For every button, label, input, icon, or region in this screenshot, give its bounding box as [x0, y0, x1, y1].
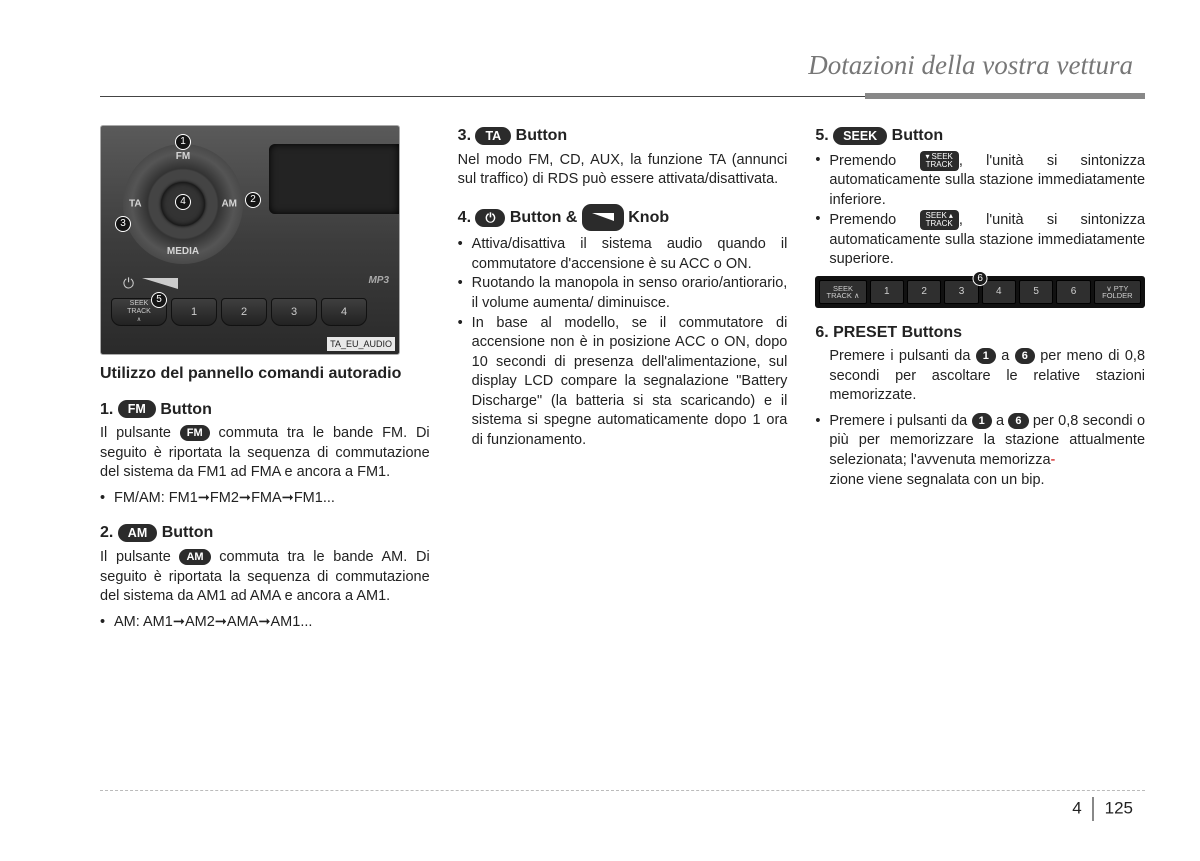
dpad-am: AM: [221, 197, 237, 211]
s4-heading: 4. ⏻ Button & Knob: [458, 204, 788, 232]
column-3: 5. SEEK Button Premendo ▾SEEKTRACK, l'un…: [815, 125, 1145, 638]
dpad-ta: TA: [129, 197, 142, 211]
dpad-media: MEDIA: [167, 245, 199, 259]
preset-4: 4: [321, 298, 367, 326]
power-row: ⏻: [123, 274, 178, 293]
strip-pty: ∨ PTYFOLDER: [1094, 280, 1141, 304]
s2-text: Il pulsante AM commuta tra le bande AM. …: [100, 548, 430, 607]
section-header: Dotazioni della vostra vettura: [100, 50, 1145, 93]
s1-li: FM/AM: FM1➞FM2➞FMA➞FM1...: [100, 489, 430, 509]
radio-display: [269, 144, 399, 214]
s4-li3: In base al modello, se il commutatore di…: [458, 314, 788, 451]
am-pill-inline: AM: [179, 549, 210, 565]
seek-up-icon: SEEK▴TRACK: [920, 210, 959, 230]
callout-3: 3: [115, 216, 131, 232]
s5-heading: 5. SEEK Button: [815, 125, 1145, 147]
pill-1: 1: [976, 348, 996, 364]
s4-li2: Ruotando la manopola in senso orario/ant…: [458, 274, 788, 313]
preset-2: 2: [221, 298, 267, 326]
callout-5: 5: [151, 292, 167, 308]
s4-li1: Attiva/disattiva il sistema audio quando…: [458, 235, 788, 274]
s6-text: Premere i pulsanti da 1 a 6 per meno di …: [815, 347, 1145, 406]
power-pill: ⏻: [475, 209, 505, 227]
s6-li1: Premere i pulsanti da 1 a 6 per 0,8 seco…: [815, 412, 1145, 490]
callout-6: 6: [973, 271, 988, 286]
pill-6b: 6: [1008, 413, 1028, 429]
s3-heading: 3. TA Button: [458, 125, 788, 147]
fm-pill-inline: FM: [180, 425, 210, 441]
volume-pill: [582, 204, 624, 232]
am-pill: AM: [118, 524, 157, 542]
s6-heading: 6. PRESET Buttons: [815, 322, 1145, 344]
strip-5: 5: [1019, 280, 1053, 304]
callout-4: 4: [175, 194, 191, 210]
diagram-code: TA_EU_AUDIO: [327, 337, 395, 351]
radio-diagram: FM AM TA MEDIA 1 2 3 4 5 ⏻ MP3 SEEKTRACK…: [100, 125, 400, 355]
preset-1: 1: [171, 298, 217, 326]
strip-1: 1: [870, 280, 904, 304]
pill-1b: 1: [972, 413, 992, 429]
strip-2: 2: [907, 280, 941, 304]
fm-pill: FM: [118, 400, 156, 418]
mp3-label: MP3: [368, 274, 389, 288]
s1-heading: 1. FM Button: [100, 399, 430, 421]
preset-strip: 6 SEEKTRACK ∧ 1 2 3 4 5 6 ∨ PTYFOLDER: [815, 276, 1145, 308]
s1-text: Il pulsante FM commuta tra le bande FM. …: [100, 424, 430, 483]
chapter-num: 4: [1072, 798, 1081, 817]
callout-1: 1: [175, 134, 191, 150]
ta-pill: TA: [475, 127, 511, 145]
s5-li1: Premendo ▾SEEKTRACK, l'unità si sintoniz…: [815, 151, 1145, 211]
s5-li2: Premendo SEEK▴TRACK, l'unità si sintoniz…: [815, 210, 1145, 270]
column-1: FM AM TA MEDIA 1 2 3 4 5 ⏻ MP3 SEEKTRACK…: [100, 125, 430, 638]
page-num: 125: [1105, 798, 1133, 817]
strip-seek: SEEKTRACK ∧: [819, 280, 866, 304]
s2-heading: 2. AM Button: [100, 522, 430, 544]
header-rule: [100, 93, 1145, 99]
footer: 4 125: [100, 790, 1145, 821]
strip-6: 6: [1056, 280, 1090, 304]
s3-text: Nel modo FM, CD, AUX, la funzione TA (an…: [458, 151, 788, 190]
dpad-fm: FM: [176, 150, 190, 164]
preset-3: 3: [271, 298, 317, 326]
pill-6: 6: [1015, 348, 1035, 364]
seek-down-icon: ▾SEEKTRACK: [920, 151, 959, 171]
radio-subtitle: Utilizzo del pannello comandi autoradio: [100, 363, 430, 385]
seek-pill-h: SEEK: [833, 127, 887, 145]
s2-li: AM: AM1➞AM2➞AMA➞AM1...: [100, 613, 430, 633]
column-2: 3. TA Button Nel modo FM, CD, AUX, la fu…: [458, 125, 788, 638]
callout-2: 2: [245, 192, 261, 208]
